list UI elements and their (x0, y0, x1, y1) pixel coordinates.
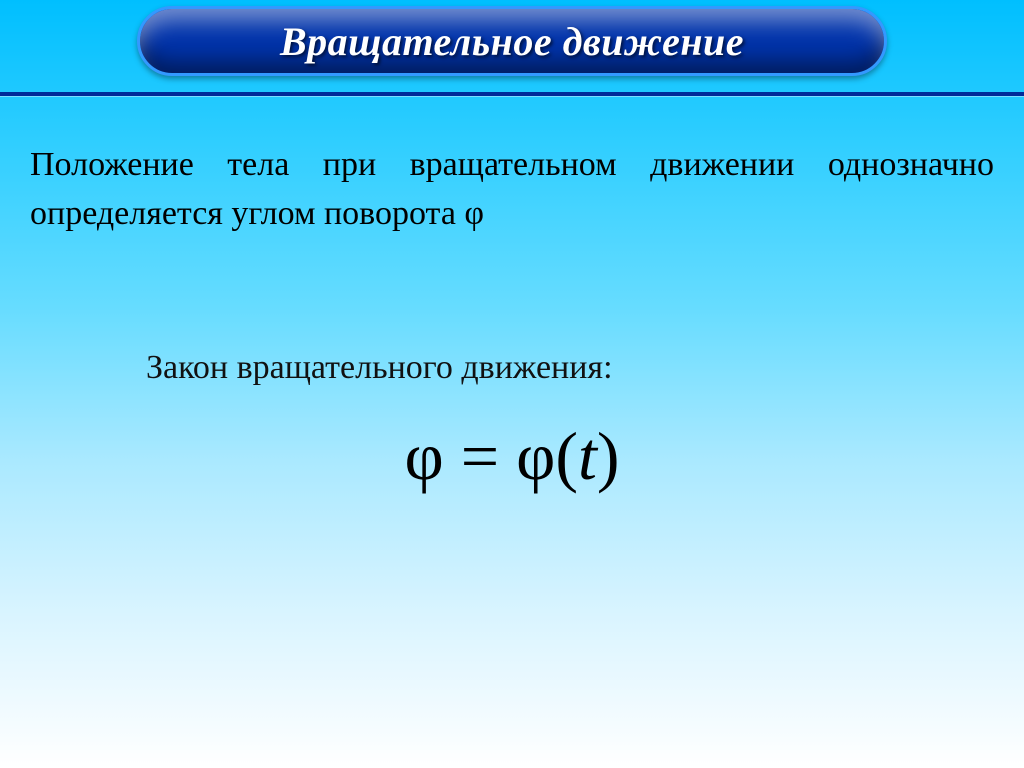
formula: φ = φ(t) (30, 417, 994, 496)
header-area: Вращательное движение (0, 0, 1024, 96)
formula-open: ( (555, 418, 578, 494)
title-pill: Вращательное движение (137, 6, 887, 76)
formula-lhs: φ (404, 418, 443, 494)
formula-close: ) (597, 418, 620, 494)
formula-var: t (578, 418, 597, 494)
formula-eq: = (444, 418, 516, 494)
slide-title: Вращательное движение (280, 18, 744, 65)
header-underline (0, 92, 1024, 96)
law-label: Закон вращательного движения: (146, 349, 994, 387)
body-paragraph: Положение тела при вращательном движении… (30, 140, 994, 239)
slide-content: Положение тела при вращательном движении… (0, 96, 1024, 496)
formula-rhs-func: φ (516, 418, 555, 494)
